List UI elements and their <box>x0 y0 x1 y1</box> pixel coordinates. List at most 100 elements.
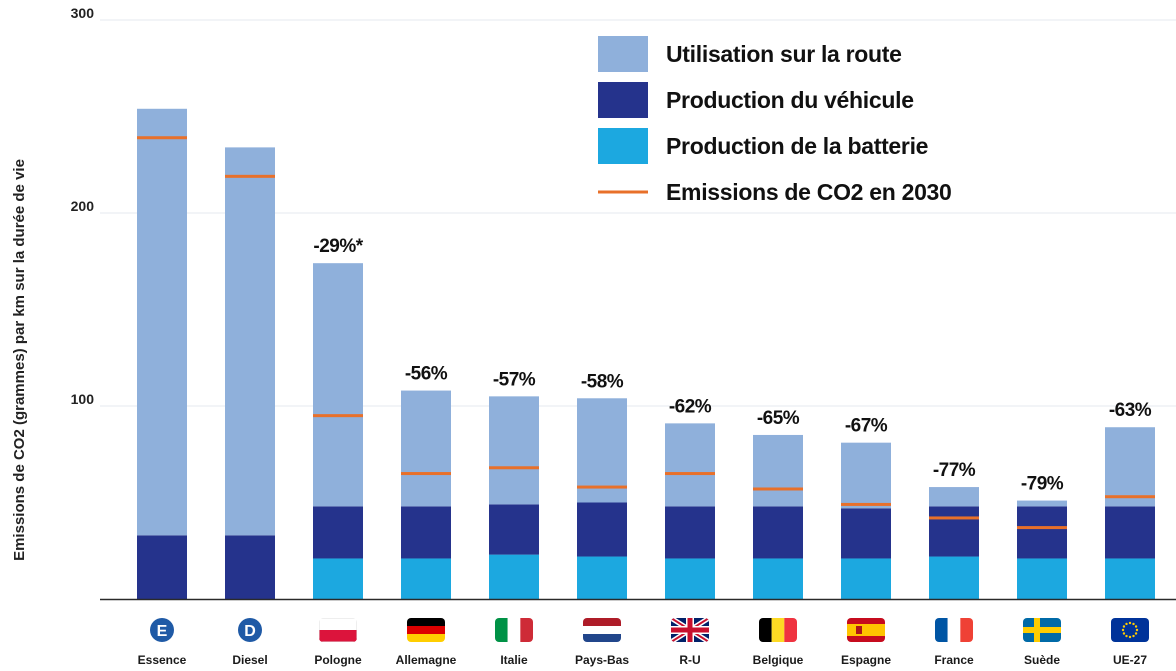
flag-eu-icon-star <box>1122 625 1126 628</box>
bar-segment <box>489 504 539 555</box>
bar-segment <box>665 506 715 559</box>
flag-belgium-icon-part <box>759 618 772 642</box>
flag-poland-icon-body <box>319 618 357 642</box>
fuel-diesel-icon-glyph: D <box>244 623 256 640</box>
flag-spain-icon-part <box>856 626 862 634</box>
flag-sweden-icon <box>1023 618 1061 642</box>
bar-segment <box>1105 427 1155 507</box>
category-label: Diesel <box>232 653 267 667</box>
emissions-2030-marker <box>1105 495 1155 499</box>
emissions-2030-marker <box>313 414 363 418</box>
reduction-label: -57% <box>493 369 536 390</box>
flag-poland-icon-part <box>319 630 357 642</box>
flag-belgium-icon-part <box>784 618 797 642</box>
flag-uk-icon-part <box>687 618 693 642</box>
emissions-2030-marker <box>753 487 803 491</box>
fuel-essence-icon-glyph: E <box>157 623 168 640</box>
flag-france-icon-part <box>935 618 948 642</box>
bar-segment <box>753 434 803 507</box>
reduction-label: -65% <box>757 408 800 429</box>
category-label: Espagne <box>841 653 891 667</box>
legend-label: Emissions de CO2 en 2030 <box>666 179 952 205</box>
bar-segment <box>137 108 187 536</box>
legend-swatch <box>598 36 648 72</box>
emissions-2030-marker <box>225 174 275 178</box>
legend-swatch-line <box>598 190 648 194</box>
category-label: Suède <box>1024 653 1060 667</box>
flag-belgium-icon-body <box>759 618 797 642</box>
emissions-2030-marker <box>1017 526 1067 530</box>
bar-segment <box>841 508 891 559</box>
y-tick-label: 200 <box>71 198 95 214</box>
flag-eu-icon-star <box>1135 628 1139 632</box>
flag-spain-icon-part <box>847 624 885 636</box>
emissions-2030-markers <box>137 136 1155 530</box>
category-label: France <box>934 653 974 667</box>
flag-netherlands-icon-part <box>583 626 621 634</box>
y-axis-label: Emissions de CO2 (grammes) par km sur la… <box>11 159 28 561</box>
flag-eu-icon-star <box>1134 632 1138 635</box>
y-tick-label: 100 <box>71 391 95 407</box>
bar-segment <box>665 423 715 507</box>
flag-netherlands-icon <box>583 618 621 642</box>
bar-segment <box>929 487 979 507</box>
fuel-essence-icon-part <box>150 618 174 642</box>
bar-segment <box>313 558 363 599</box>
bar-segment <box>401 506 451 559</box>
legend-label: Production de la batterie <box>666 133 928 159</box>
flag-sweden-icon-part <box>1023 627 1061 633</box>
flag-eu-icon-star <box>1128 635 1132 639</box>
flag-netherlands-icon-body <box>583 618 621 642</box>
flag-france-icon-part <box>960 618 973 642</box>
reduction-label: -56% <box>405 364 448 385</box>
bar-segment <box>489 396 539 505</box>
category-label: UE-27 <box>1113 653 1147 667</box>
bar-segment <box>929 556 979 599</box>
bar-segment <box>1105 558 1155 599</box>
bars <box>137 108 1155 599</box>
flag-spain-icon-body <box>847 618 885 642</box>
flag-france-icon <box>935 618 973 642</box>
flag-france-icon-body <box>935 618 973 642</box>
bar-segment <box>313 506 363 559</box>
flag-germany-icon-part <box>407 634 445 642</box>
flag-netherlands-icon-part <box>583 618 621 626</box>
reduction-label: -58% <box>581 371 624 392</box>
reduction-label: -79% <box>1021 474 1064 495</box>
reduction-label: -67% <box>845 416 888 437</box>
flag-spain-icon <box>847 618 885 642</box>
flag-germany-icon <box>407 618 445 642</box>
emissions-2030-marker <box>665 472 715 476</box>
flag-netherlands-icon-part <box>583 634 621 642</box>
bar-segment <box>577 502 627 557</box>
flag-france-icon-part <box>947 618 961 642</box>
bar-segment <box>137 535 187 599</box>
emissions-2030-marker <box>401 472 451 476</box>
bar-segment <box>1017 506 1067 559</box>
flag-italy-icon-part <box>495 618 508 642</box>
y-axis-ticks: 100 200 300 <box>71 5 95 407</box>
flag-uk-icon <box>671 618 709 642</box>
gridlines <box>100 19 1176 407</box>
flag-sweden-icon-body <box>1023 618 1061 642</box>
flag-italy-icon-part <box>520 618 533 642</box>
reduction-label: -62% <box>669 396 712 417</box>
flag-eu-icon-body <box>1111 618 1149 642</box>
emissions-2030-marker <box>841 502 891 506</box>
flag-italy-icon-body <box>495 618 533 642</box>
flag-germany-icon-body <box>407 618 445 642</box>
emissions-2030-marker <box>489 466 539 470</box>
category-label: R-U <box>679 653 700 667</box>
flag-germany-icon-part <box>407 626 445 634</box>
category-labels: Essence Diesel Pologne Allemagne Italie Pays-… <box>138 653 1148 667</box>
flag-poland-icon <box>319 618 357 642</box>
category-label: Italie <box>500 653 528 667</box>
flag-eu-icon-star <box>1122 632 1126 635</box>
bar-segment <box>1017 500 1067 507</box>
bar-segment <box>225 535 275 599</box>
bar-segment <box>577 398 627 503</box>
reduction-labels: -29%* -56% -57% -58% -62% -65% -67% -77% -79% -63… <box>313 236 1152 495</box>
flag-italy-icon-part <box>507 618 521 642</box>
bar-segment <box>929 506 979 557</box>
